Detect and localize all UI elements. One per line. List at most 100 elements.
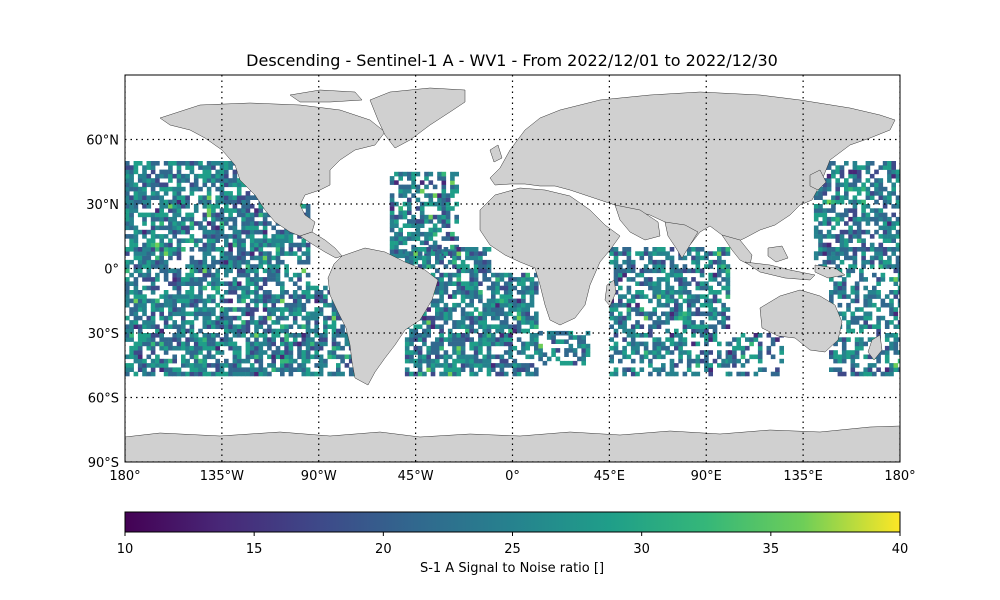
snr-cell	[863, 298, 869, 304]
snr-cell	[725, 281, 731, 286]
snr-cell	[159, 221, 165, 226]
snr-cell	[172, 294, 178, 299]
snr-cell	[125, 212, 130, 218]
snr-cell	[882, 251, 888, 256]
snr-cell	[172, 358, 178, 364]
snr-cell	[491, 311, 496, 317]
snr-cell	[258, 341, 264, 347]
snr-cell	[202, 324, 208, 329]
snr-cell	[142, 169, 147, 175]
snr-cell	[344, 363, 350, 368]
snr-cell	[215, 285, 221, 291]
snr-cell	[275, 272, 281, 278]
snr-cell	[181, 225, 186, 231]
snr-cell	[435, 259, 440, 265]
snr-cell	[852, 173, 858, 179]
snr-cell	[478, 281, 483, 286]
snr-cell	[198, 199, 203, 205]
snr-cell	[704, 302, 709, 308]
snr-cell	[417, 264, 423, 269]
snr-cell	[189, 354, 195, 360]
snr-cell	[301, 307, 307, 312]
snr-cell	[413, 251, 419, 256]
snr-cell	[146, 165, 152, 170]
snr-cell	[491, 315, 496, 321]
snr-cell	[181, 320, 186, 325]
snr-cell	[305, 247, 311, 252]
snr-cell	[193, 341, 199, 347]
snr-cell	[426, 345, 432, 351]
snr-cell	[854, 363, 860, 368]
snr-cell	[691, 294, 696, 299]
snr-cell	[150, 350, 156, 355]
snr-cell	[215, 238, 221, 243]
snr-cell	[189, 363, 195, 368]
snr-cell	[254, 294, 259, 299]
snr-cell	[704, 294, 709, 299]
snr-cell	[301, 242, 307, 248]
snr-cell	[844, 182, 849, 188]
snr-cell	[159, 195, 165, 200]
snr-cell	[652, 268, 658, 274]
snr-cell	[129, 212, 134, 218]
snr-cell	[443, 358, 449, 364]
snr-cell	[529, 290, 535, 295]
snr-cell	[725, 251, 731, 256]
snr-cell	[415, 236, 421, 241]
snr-cell	[181, 238, 186, 243]
snr-cell	[336, 371, 341, 377]
snr-cell	[193, 367, 199, 372]
snr-cell	[682, 311, 688, 317]
snr-cell	[271, 277, 277, 282]
snr-cell	[133, 302, 139, 308]
snr-cell	[236, 358, 242, 364]
snr-cell	[878, 216, 884, 222]
snr-cell	[661, 367, 666, 372]
snr-cell	[826, 199, 832, 205]
snr-cell	[478, 363, 483, 368]
snr-cell	[185, 358, 190, 364]
snr-cell	[622, 324, 627, 329]
snr-cell	[249, 315, 255, 321]
snr-cell	[181, 247, 186, 252]
snr-cell	[844, 242, 849, 248]
snr-cell	[305, 259, 311, 265]
snr-cell	[155, 182, 160, 188]
snr-cell	[236, 371, 242, 377]
snr-cell	[258, 255, 264, 261]
snr-cell	[163, 294, 169, 299]
snr-cell	[275, 350, 281, 355]
snr-cell	[469, 285, 475, 291]
snr-cell	[336, 341, 341, 347]
snr-cell	[340, 345, 345, 351]
snr-cell	[417, 367, 423, 372]
snr-cell	[215, 358, 221, 364]
snr-cell	[717, 281, 722, 286]
snr-cell	[404, 255, 410, 261]
snr-cell	[736, 371, 742, 377]
snr-cell	[267, 371, 272, 377]
snr-cell	[846, 294, 851, 299]
snr-cell	[215, 272, 221, 278]
snr-cell	[232, 358, 238, 364]
snr-cell	[717, 320, 722, 325]
snr-cell	[172, 212, 178, 218]
snr-cell	[837, 285, 843, 291]
snr-cell	[473, 272, 479, 278]
snr-cell	[142, 264, 147, 269]
snr-cell	[258, 345, 264, 351]
snr-cell	[850, 371, 856, 377]
snr-cell	[310, 354, 315, 360]
snr-cell	[863, 294, 869, 299]
snr-cell	[275, 259, 281, 265]
snr-cell	[863, 354, 869, 360]
lat-tick-label: 0°	[104, 263, 119, 278]
snr-cell	[460, 324, 466, 329]
snr-cell	[129, 247, 134, 252]
snr-cell	[757, 358, 763, 364]
snr-cell	[585, 348, 591, 353]
snr-cell	[258, 208, 264, 213]
snr-cell	[495, 272, 500, 278]
snr-cell	[439, 259, 444, 265]
snr-cell	[267, 315, 272, 321]
